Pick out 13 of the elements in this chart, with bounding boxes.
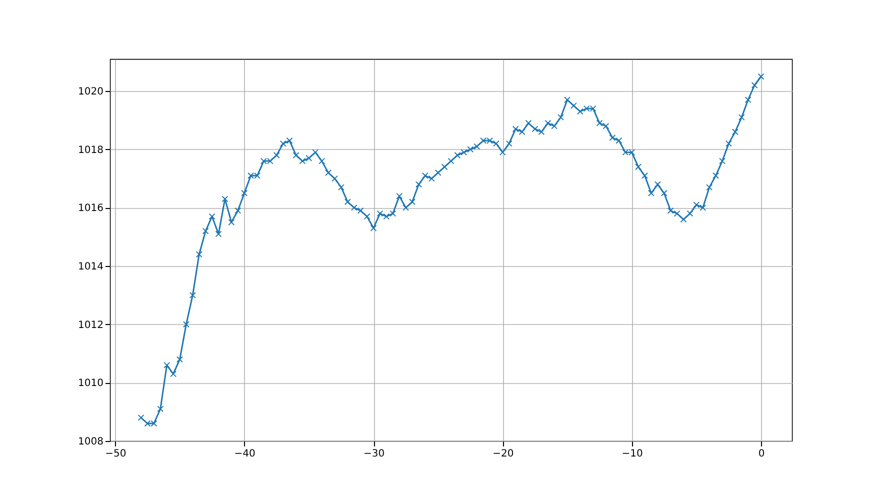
y-tick-label: 1008 (78, 436, 104, 448)
y-tick-label: 1012 (78, 320, 104, 331)
y-tick-label: 1018 (78, 144, 104, 156)
x-tick-label: −30 (363, 448, 385, 460)
y-tick-label: 1010 (78, 378, 104, 390)
x-tick-label: 0 (758, 448, 765, 460)
x-tick-label: −10 (622, 448, 643, 460)
x-tick-label: −20 (492, 448, 514, 460)
x-tick-label: −40 (234, 448, 256, 460)
y-tick-label: 1020 (78, 86, 104, 98)
y-tick-label: 1014 (78, 262, 104, 273)
y-tick-label: 1016 (78, 203, 104, 214)
x-tick-label: −50 (105, 448, 126, 460)
